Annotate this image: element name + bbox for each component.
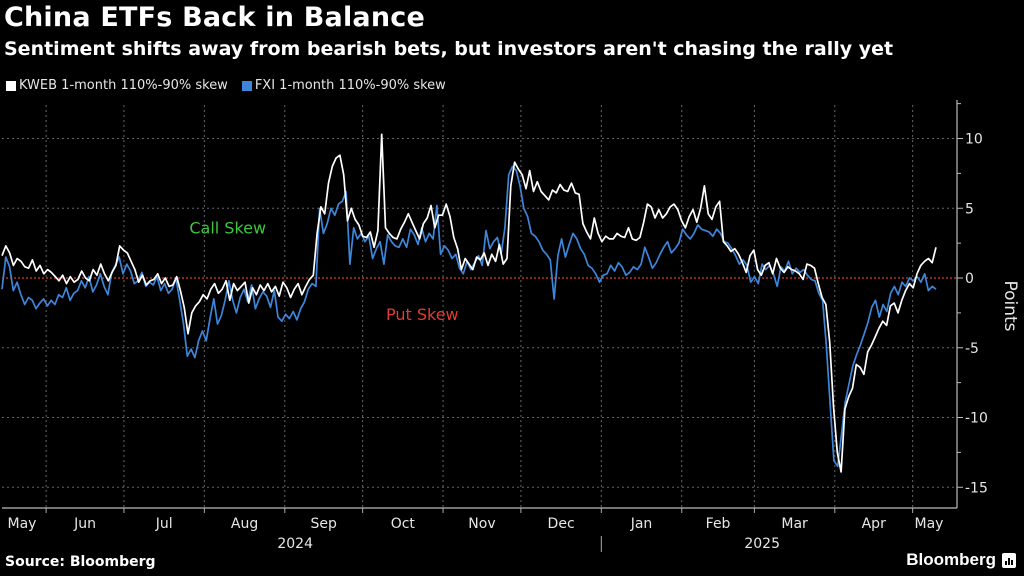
x-tick-label: May: [915, 516, 944, 532]
legend-item-kweb: KWEB 1-month 110%-90% skew: [6, 78, 228, 93]
x-tick-label: May: [8, 516, 37, 532]
x-tick-label: Jun: [73, 516, 96, 532]
x-tick-label: Feb: [706, 516, 731, 532]
y-tick-label: 10: [965, 132, 983, 148]
bloomberg-chart-icon: [1002, 552, 1016, 568]
legend-item-fxi: FXI 1-month 110%-90% skew: [241, 78, 446, 93]
x-tick-label: Jan: [630, 516, 653, 532]
series-line-kweb: [1, 133, 937, 473]
y-tick-label: -10: [965, 411, 988, 427]
chart-subtitle: Sentiment shifts away from bearish bets,…: [4, 38, 894, 60]
x-tick-label: Apr: [862, 516, 886, 532]
y-axis-label: Points: [1000, 280, 1020, 331]
source-note: Source: Bloomberg: [5, 554, 156, 570]
annotation-put-skew: Put Skew: [386, 305, 459, 324]
legend-swatch-fxi: [241, 80, 252, 91]
x-year-label: 2024: [277, 536, 313, 552]
y-tick-label: 5: [965, 201, 974, 217]
bloomberg-logo: Bloomberg: [906, 550, 1016, 570]
annotation-call-skew: Call Skew: [189, 218, 266, 237]
brand-name: Bloomberg: [906, 550, 996, 569]
x-year-label: 2025: [744, 536, 780, 552]
x-tick-label: Dec: [548, 516, 575, 532]
x-tick-label: Nov: [468, 516, 495, 532]
y-tick-label: 0: [965, 271, 974, 287]
x-tick-label: Sep: [311, 516, 338, 532]
chart-title: China ETFs Back in Balance: [4, 2, 425, 33]
series-line-fxi: [1, 165, 937, 468]
legend-swatch-kweb: [6, 80, 16, 91]
x-tick-label: Aug: [231, 516, 258, 532]
x-tick-label: Mar: [781, 516, 808, 532]
x-tick-label: Oct: [391, 516, 416, 532]
y-tick-label: -15: [965, 480, 988, 496]
x-tick-label: Jul: [155, 516, 173, 532]
legend: KWEB 1-month 110%-90% skew FXI 1-month 1…: [6, 78, 446, 93]
legend-label-kweb: KWEB 1-month 110%-90% skew: [19, 78, 228, 93]
y-tick-label: -5: [965, 341, 979, 357]
legend-label-fxi: FXI 1-month 110%-90% skew: [254, 78, 446, 93]
